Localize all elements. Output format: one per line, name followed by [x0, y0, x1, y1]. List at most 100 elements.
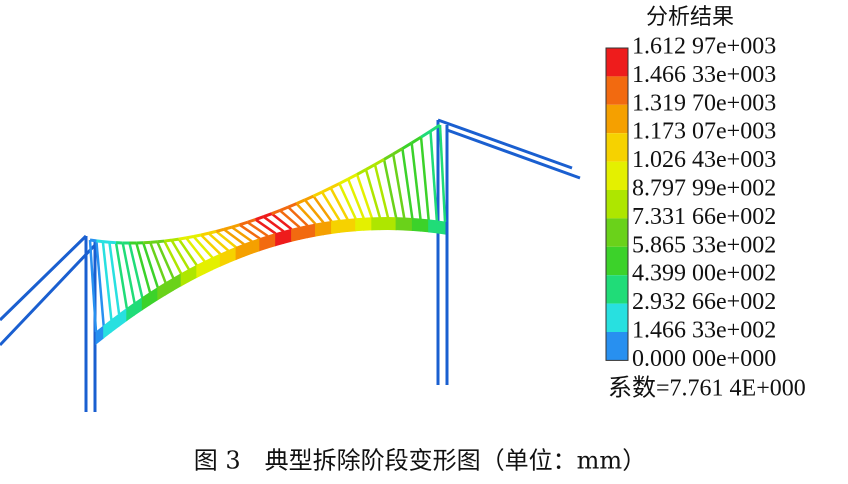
hanger	[192, 235, 214, 259]
legend-label: 1.466 33e+003	[632, 62, 776, 88]
cable-segment	[164, 238, 172, 243]
deck-segment	[149, 286, 159, 306]
cable-segment	[150, 240, 158, 244]
legend-swatch	[606, 48, 628, 77]
hanger	[254, 218, 277, 235]
deck-segment	[275, 230, 285, 247]
deck-segment	[420, 218, 430, 233]
deck-segment	[141, 291, 151, 311]
legend-swatch	[606, 190, 628, 219]
cable-segment	[215, 227, 225, 233]
cable-segment	[347, 173, 358, 181]
hanger	[223, 228, 245, 246]
cable-segment	[287, 202, 298, 209]
hanger	[303, 199, 325, 224]
hanger	[312, 195, 333, 223]
deck-segment	[126, 302, 136, 322]
hanger	[410, 142, 422, 220]
deck-segment	[363, 217, 373, 231]
deck-segment	[188, 264, 198, 283]
cable-segment	[96, 239, 104, 244]
legend-swatch	[606, 275, 628, 304]
deck-segment	[243, 240, 253, 257]
hanger	[295, 202, 317, 225]
deck-segment	[436, 220, 446, 235]
legend-label: 5.865 33e+002	[632, 232, 776, 258]
cable-segment	[193, 233, 202, 238]
cable-segment	[239, 220, 248, 227]
hanger	[355, 173, 374, 219]
bridge-structure	[0, 118, 581, 412]
cable-segment	[89, 238, 97, 243]
hanger	[279, 209, 301, 229]
legend-label: 1.466 33e+002	[632, 318, 776, 344]
legend-swatch	[606, 133, 628, 162]
cable-segment	[223, 225, 233, 231]
cable-segment	[329, 182, 341, 190]
deck-segment	[235, 243, 245, 261]
cable-segment	[365, 163, 376, 171]
hanger	[246, 221, 269, 238]
cable-segment	[338, 177, 349, 185]
hanger	[346, 178, 365, 219]
hanger	[135, 242, 152, 293]
deck-segment	[347, 218, 357, 233]
hanger	[121, 242, 136, 304]
deck-segment	[428, 219, 438, 234]
deck-segment	[291, 226, 301, 242]
cable-segment	[374, 158, 385, 166]
hanger	[163, 240, 183, 275]
cable-segment	[410, 135, 422, 145]
deck-segment	[299, 224, 309, 240]
hanger	[373, 164, 390, 218]
deck-segment	[411, 217, 422, 232]
cable-segment	[178, 236, 187, 241]
cable-segment	[321, 186, 332, 194]
hanger	[177, 238, 198, 267]
deck-segment	[307, 223, 317, 239]
deck-segment	[251, 237, 261, 255]
cable-segment	[312, 190, 323, 198]
legend-frame	[605, 47, 629, 361]
deck-segment	[387, 217, 397, 231]
hanger	[95, 240, 105, 326]
deformed-deck	[88, 123, 447, 346]
legend-label: 1.612 97e+003	[632, 34, 776, 60]
legend-label: 2.932 66e+002	[632, 289, 776, 315]
deck-segment	[157, 281, 167, 301]
deck-segment	[227, 246, 237, 264]
deck-segment	[323, 220, 333, 236]
cable-segment	[231, 223, 241, 229]
legend-swatch	[606, 161, 628, 190]
legend-swatch	[606, 76, 628, 105]
cable-segment	[200, 231, 209, 237]
legend-swatch	[606, 218, 628, 247]
caption: 图 3 典型拆除阶段变形图（单位：mm）	[194, 447, 646, 475]
deck-segment	[395, 217, 405, 231]
legend-title: 分析结果	[646, 5, 734, 30]
deck-segment	[110, 313, 120, 333]
cable-segment	[254, 215, 265, 221]
deck-segment	[134, 296, 143, 316]
hanger	[320, 191, 341, 222]
hanger	[401, 148, 414, 219]
cable-segment	[279, 205, 289, 212]
deck-segment	[103, 318, 112, 339]
hanger	[185, 237, 206, 263]
deck-segment	[196, 260, 206, 279]
legend-swatch	[606, 332, 628, 361]
deck-segment	[219, 249, 229, 267]
hanger	[231, 226, 253, 243]
hanger	[419, 137, 430, 220]
deck-segment	[315, 222, 325, 237]
hanger	[88, 239, 98, 333]
hanger	[101, 241, 113, 321]
deck-segment	[212, 253, 221, 271]
deck-segment	[172, 272, 182, 292]
legend-label: 7.331 66e+002	[632, 204, 776, 230]
hanger	[200, 234, 222, 255]
deck-segment	[180, 268, 190, 287]
hanger	[287, 206, 309, 227]
legend-label: 0.000 00e+000	[632, 346, 776, 372]
